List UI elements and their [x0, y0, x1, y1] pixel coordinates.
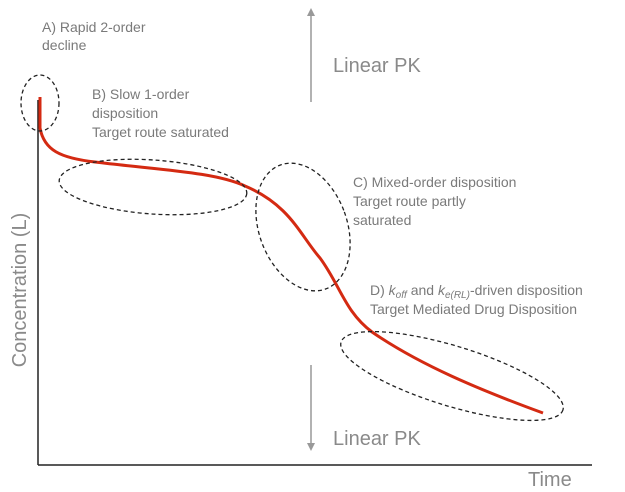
- label-a: A) Rapid 2-order: [42, 19, 146, 35]
- region-c: [255, 162, 351, 292]
- label-c: Target route partly: [353, 193, 466, 209]
- label-c: C) Mixed-order disposition: [353, 174, 516, 190]
- concentration-curve: [38, 97, 544, 415]
- region-d: [340, 330, 564, 422]
- text: -driven disposition: [470, 282, 583, 298]
- linear-pk-bottom: Linear PK: [333, 428, 421, 450]
- label-b: Target route saturated: [92, 124, 229, 140]
- k-symbol: k: [438, 282, 446, 298]
- region-b: [58, 158, 248, 216]
- label-b: disposition: [92, 105, 158, 121]
- subscript: off: [396, 290, 408, 301]
- region-a: [20, 74, 60, 132]
- label-a: decline: [42, 37, 87, 53]
- label-d: Target Mediated Drug Disposition: [370, 301, 577, 317]
- k-symbol: k: [389, 282, 397, 298]
- subscript: e(RL): [445, 290, 470, 301]
- linear-pk-top: Linear PK: [333, 55, 421, 77]
- x-axis-label: Time: [528, 469, 572, 491]
- text: and: [411, 282, 434, 298]
- label-b: B) Slow 1-order: [92, 86, 190, 102]
- label-c: saturated: [353, 212, 411, 228]
- label-d: D) koff and ke(RL)-driven disposition: [370, 282, 583, 301]
- y-axis-label: Concentration (L): [9, 213, 31, 368]
